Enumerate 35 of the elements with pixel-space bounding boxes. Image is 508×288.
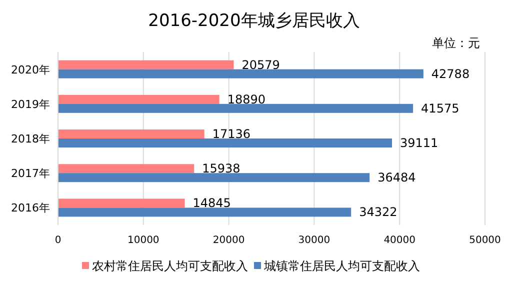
y-tick-label: 2018年 xyxy=(11,132,50,146)
data-label: 41575 xyxy=(421,101,460,116)
legend-label: 城镇常住居民人均可支配收入 xyxy=(263,259,420,273)
bar xyxy=(58,164,194,174)
y-tick-label: 2016年 xyxy=(11,202,50,215)
data-label: 42788 xyxy=(431,66,470,81)
x-tick-label: 50000 xyxy=(469,235,501,246)
x-tick-label: 30000 xyxy=(298,235,330,246)
data-label: 36484 xyxy=(378,170,416,185)
y-tick-label: 2019年 xyxy=(11,98,50,111)
x-tick-label: 0 xyxy=(54,235,62,246)
bar xyxy=(58,138,392,148)
data-label: 34322 xyxy=(359,205,398,220)
text: 单位：元 xyxy=(432,36,480,50)
data-label: 18890 xyxy=(227,92,266,106)
x-tick-label: 40000 xyxy=(384,235,416,246)
data-label: 17136 xyxy=(212,127,251,141)
chart-title: 2016-2020年城乡居民收入 xyxy=(148,11,360,31)
y-tick-label: 2017年 xyxy=(11,167,50,180)
data-label: 14845 xyxy=(192,196,231,210)
bar xyxy=(58,60,234,70)
legend-label: 农村常住居民人均可支配收入 xyxy=(92,259,248,273)
data-label: 15938 xyxy=(202,162,240,176)
y-tick-label: 2020年 xyxy=(11,63,50,76)
bar xyxy=(58,104,414,113)
bar xyxy=(58,208,352,217)
x-tick-label: 10000 xyxy=(127,235,160,246)
bar xyxy=(58,69,424,78)
data-label: 39111 xyxy=(400,136,438,150)
bar xyxy=(58,198,185,208)
bar xyxy=(58,173,370,182)
data-label: 20579 xyxy=(242,58,280,72)
x-tick-label: 20000 xyxy=(212,235,245,246)
bar xyxy=(58,94,220,104)
bar xyxy=(58,130,204,138)
